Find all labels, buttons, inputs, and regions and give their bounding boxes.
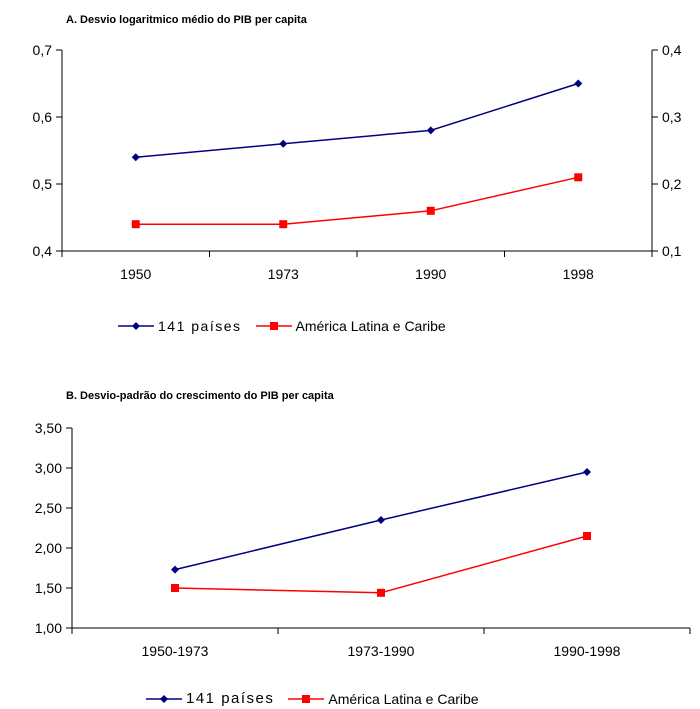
legend-item-141-paises: 141 países [118, 318, 242, 334]
y2-tick-label: 0,3 [662, 109, 682, 125]
x-tick-label: 1950 [120, 266, 151, 282]
y-tick-label: 2,00 [35, 540, 62, 556]
chart-a-legend: 141 países América Latina e Caribe [118, 318, 460, 334]
data-point-diamond [574, 79, 583, 88]
legend-item-141-paises: 141 países [146, 690, 274, 707]
series-line-0 [135, 82, 579, 158]
data-point-square [171, 584, 179, 592]
legend-square-icon [255, 322, 292, 330]
chart-b-svg: 1,00 1,50 2,00 2,50 3,00 3,50 1950-1973 1973-19… [35, 420, 691, 659]
legend-label: América Latina e Caribe [328, 690, 479, 707]
x-tick-label: 1973-1990 [348, 643, 415, 659]
data-point-diamond [279, 139, 288, 148]
y2-tick-label: 0,1 [662, 243, 682, 259]
y-tick-label: 0,6 [33, 109, 53, 125]
x-tick-label: 1990-1998 [554, 643, 621, 659]
legend-diamond-icon [118, 322, 154, 330]
y-tick-label: 1,50 [35, 580, 62, 596]
series-line-1 [135, 176, 579, 225]
legend-square-icon [288, 694, 325, 703]
legend-label: América Latina e Caribe [295, 318, 446, 334]
x-tick-label: 1950-1973 [142, 643, 209, 659]
y-tick-label: 2,50 [35, 500, 62, 516]
y-tick-label: 0,5 [33, 176, 53, 192]
y2-tick-label: 0,2 [662, 176, 682, 192]
legend-label: 141 países [158, 318, 242, 334]
data-point-square [583, 532, 591, 540]
data-point-square [574, 173, 583, 182]
data-point-diamond [131, 153, 140, 162]
y-tick-label: 0,4 [33, 243, 53, 259]
chart-a-svg: 0,4 0,5 0,6 0,7 0,1 0,2 0,3 0,4 1950 1973 1990 1998 [33, 42, 682, 282]
x-tick-label: 1973 [268, 266, 299, 282]
chart-a-title: A. Desvio logaritmico médio do PIB per c… [66, 14, 307, 26]
x-tick-label: 1990 [415, 266, 446, 282]
legend-item-america-latina: América Latina e Caribe [255, 318, 446, 334]
data-point-square [426, 206, 435, 215]
y-tick-label: 1,00 [35, 620, 62, 636]
y-tick-label: 0,7 [33, 42, 53, 58]
legend-diamond-icon [146, 694, 182, 703]
y2-tick-label: 0,4 [662, 42, 682, 58]
y-tick-label: 3,00 [35, 460, 62, 476]
chart-b-legend: 141 países América Latina e Caribe [146, 690, 493, 707]
series-line-1 [174, 535, 588, 594]
chart-panel-b: B. Desvio-padrão do crescimento do PIB p… [0, 380, 700, 709]
x-tick-label: 1998 [563, 266, 594, 282]
legend-label: 141 países [186, 690, 275, 707]
y-tick-label: 3,50 [35, 420, 62, 436]
data-point-square [131, 220, 140, 229]
data-point-diamond [583, 468, 591, 476]
data-point-square [279, 220, 288, 229]
data-point-square [377, 588, 385, 597]
chart-b-title: B. Desvio-padrão do crescimento do PIB p… [66, 390, 334, 402]
legend-item-america-latina: América Latina e Caribe [288, 690, 479, 707]
data-point-diamond [426, 126, 435, 135]
data-point-diamond [171, 565, 179, 574]
data-point-diamond [377, 516, 385, 524]
chart-panel-a: A. Desvio logaritmico médio do PIB per c… [0, 0, 700, 350]
